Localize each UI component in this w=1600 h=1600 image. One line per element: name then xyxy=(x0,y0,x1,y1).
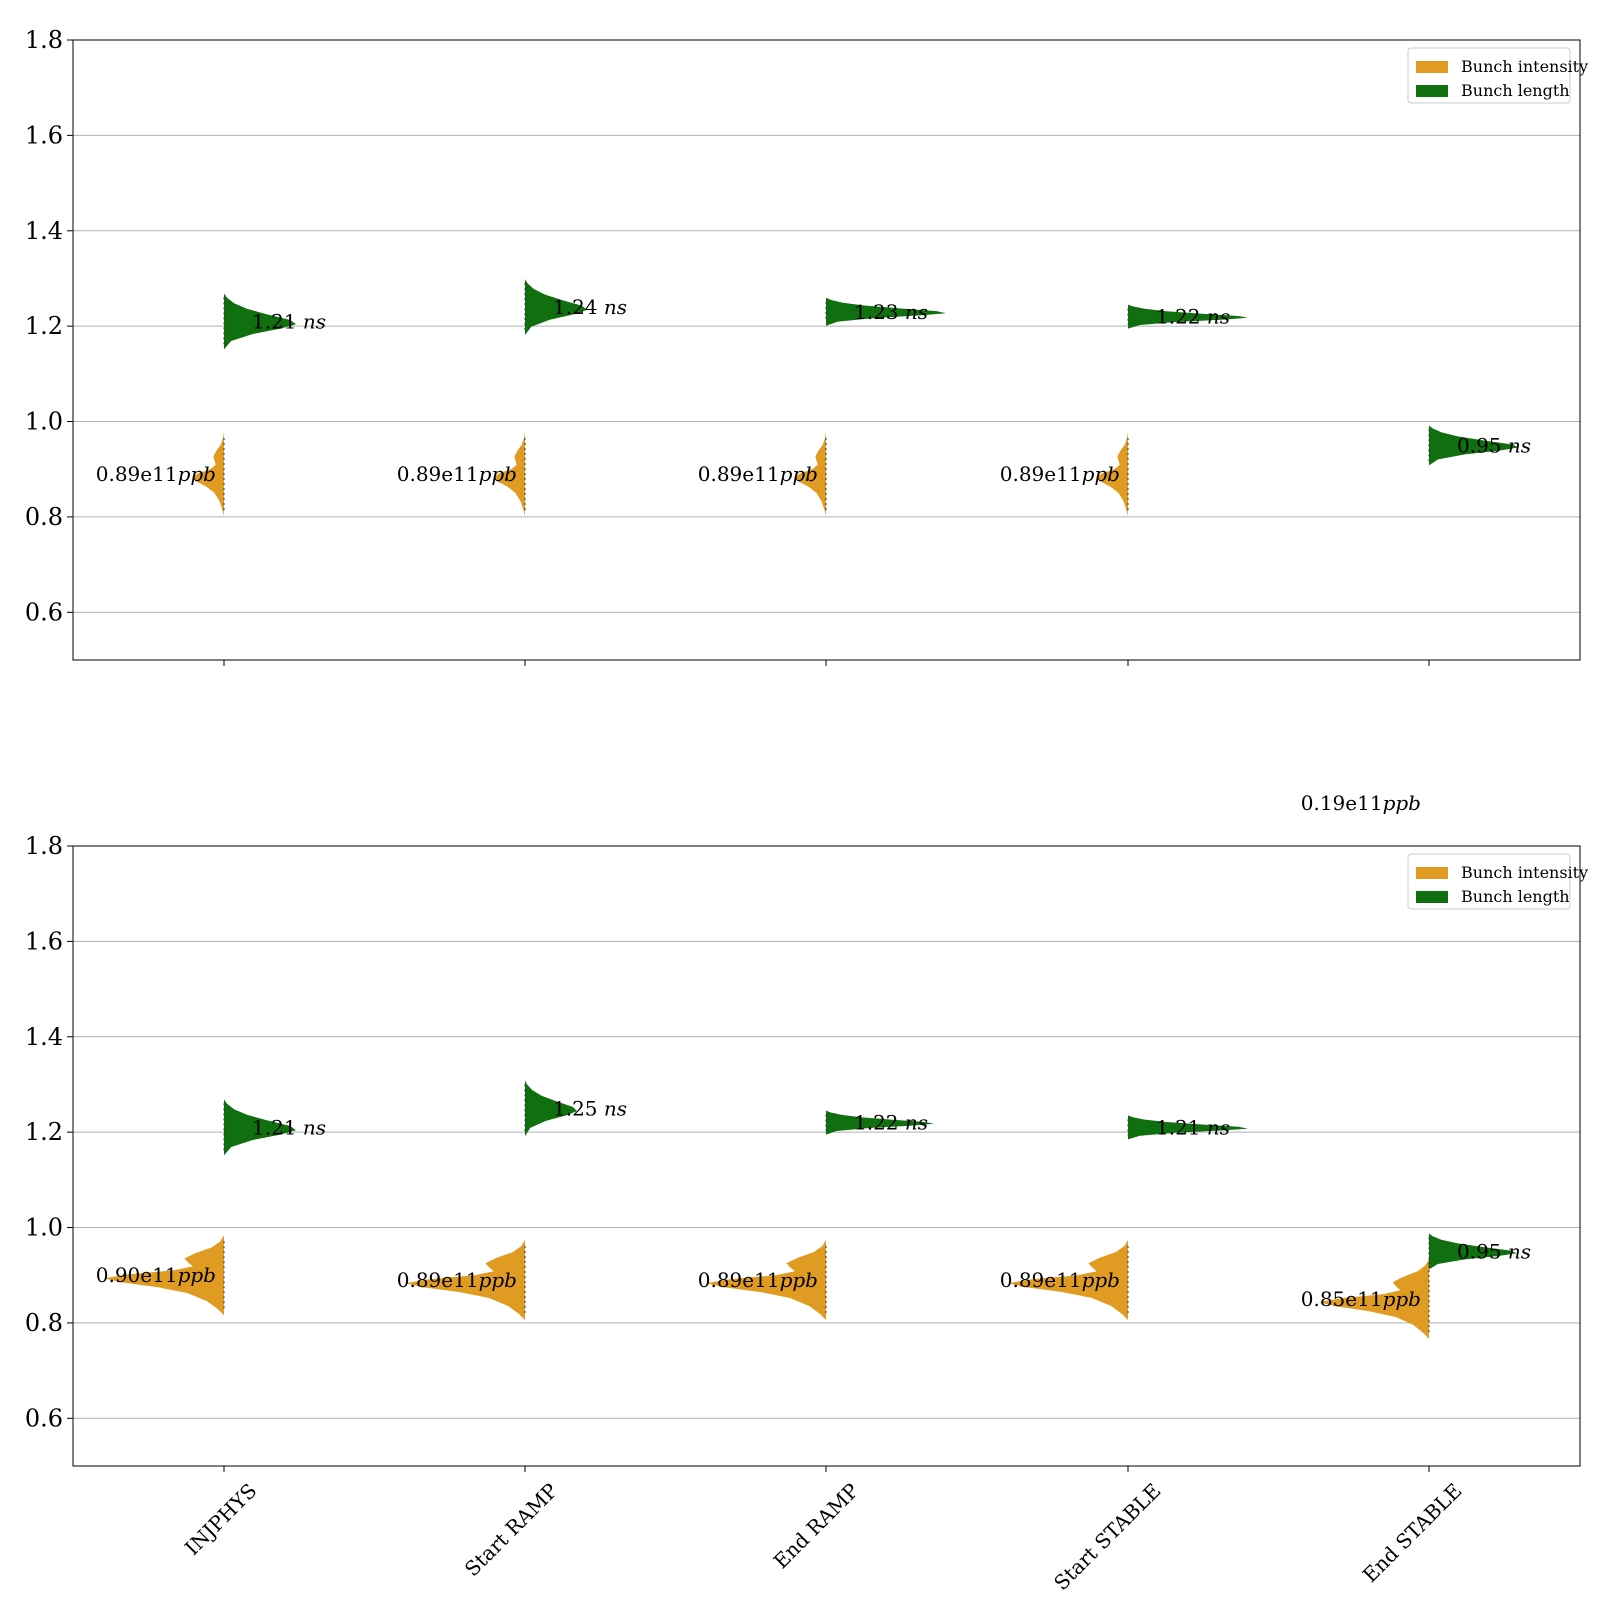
length-violin xyxy=(826,297,946,326)
length-annotation: 0.95 ns xyxy=(1457,433,1531,457)
legend: Bunch intensity Bunch length xyxy=(1407,47,1588,104)
y-tick-label: 1.8 xyxy=(25,26,63,54)
length-violin xyxy=(525,279,587,336)
x-category-label: End STABLE xyxy=(1358,1478,1467,1587)
length-violin xyxy=(224,293,296,350)
x-category-label: INJPHYS xyxy=(180,1478,261,1559)
length-violin xyxy=(1128,304,1248,329)
intensity-annotation: 0.90e11ppb xyxy=(96,1263,216,1287)
legend-box xyxy=(1407,47,1571,104)
y-tick-label: 0.6 xyxy=(25,1404,63,1432)
intensity-violin xyxy=(192,432,224,516)
length-annotation: 1.22 ns xyxy=(1156,305,1230,329)
intensity-violin xyxy=(405,1240,525,1320)
y-tick-label: 1.2 xyxy=(25,312,63,340)
legend-label: Bunch length xyxy=(1461,81,1570,100)
panel-1: 0.6 0.8 1.0 1.2 1.4 1.6 1.8 0.89e11ppb 0.89e11pp… xyxy=(25,26,1588,815)
y-tick-label: 1.4 xyxy=(25,1023,63,1051)
legend-swatch xyxy=(1416,891,1448,903)
intensity-violin xyxy=(493,432,525,516)
x-category-label: Start RAMP xyxy=(460,1478,563,1581)
length-violin xyxy=(1429,1233,1517,1270)
y-tick-label: 0.8 xyxy=(25,503,63,531)
length-annotation: 1.23 ns xyxy=(854,300,928,324)
length-annotation: 1.21 ns xyxy=(1156,1115,1230,1139)
legend-swatch xyxy=(1416,61,1448,73)
length-violin xyxy=(525,1080,577,1137)
intensity-annotation: 0.89e11ppb xyxy=(698,462,818,486)
y-tick-label: 1.8 xyxy=(25,832,63,860)
length-annotation: 1.22 ns xyxy=(854,1111,928,1135)
intensity-violin xyxy=(706,1240,826,1320)
y-tick-label: 0.6 xyxy=(25,598,63,626)
intensity-annotation: 0.89e11ppb xyxy=(698,1268,818,1292)
plot-frame xyxy=(72,39,1581,661)
y-tick-label: 1.4 xyxy=(25,217,63,245)
legend-label: Bunch intensity xyxy=(1461,57,1588,76)
legend-swatch xyxy=(1416,85,1448,97)
length-annotation: 1.24 ns xyxy=(553,295,627,319)
y-tick-label: 0.8 xyxy=(25,1309,63,1337)
legend: Bunch intensity Bunch length xyxy=(1407,853,1588,910)
intensity-violin xyxy=(794,432,826,516)
legend-swatch xyxy=(1416,867,1448,879)
length-annotation: 1.21 ns xyxy=(252,1115,326,1139)
intensity-violin xyxy=(1319,1259,1429,1340)
intensity-annotation: 0.85e11ppb xyxy=(1301,1287,1421,1311)
length-annotation: 1.25 ns xyxy=(553,1096,627,1120)
intensity-annotation: 0.89e11ppb xyxy=(96,462,216,486)
intensity-violin xyxy=(1008,1240,1128,1320)
x-category-label: Start STABLE xyxy=(1049,1478,1165,1594)
y-tick-label: 1.0 xyxy=(25,1214,63,1242)
legend-label: Bunch intensity xyxy=(1461,863,1588,882)
x-category-label: End RAMP xyxy=(769,1478,864,1573)
intensity-annotation: 0.89e11ppb xyxy=(397,462,517,486)
intensity-annotation: 0.19e11ppb xyxy=(1301,791,1421,815)
length-violin xyxy=(224,1099,296,1156)
y-tick-label: 1.0 xyxy=(25,408,63,436)
intensity-violin xyxy=(1096,432,1128,516)
panel-2: 0.6 0.8 1.0 1.2 1.4 1.6 1.8 0.90e11ppb 0.89e11pp… xyxy=(25,832,1588,1595)
length-violin xyxy=(1429,425,1519,466)
length-annotation: 1.21 ns xyxy=(252,309,326,333)
y-tick-label: 1.6 xyxy=(25,927,63,955)
plot-frame xyxy=(72,845,1581,1467)
intensity-annotation: 0.89e11ppb xyxy=(1000,462,1120,486)
intensity-annotation: 0.89e11ppb xyxy=(1000,1268,1120,1292)
intensity-annotation: 0.89e11ppb xyxy=(397,1268,517,1292)
y-tick-label: 1.6 xyxy=(25,121,63,149)
intensity-violin xyxy=(104,1235,224,1316)
y-tick-label: 1.2 xyxy=(25,1118,63,1146)
length-violin xyxy=(826,1110,934,1135)
legend-box xyxy=(1407,853,1571,910)
length-annotation: 0.95 ns xyxy=(1457,1239,1531,1263)
length-violin xyxy=(1128,1115,1248,1140)
legend-label: Bunch length xyxy=(1461,887,1570,906)
